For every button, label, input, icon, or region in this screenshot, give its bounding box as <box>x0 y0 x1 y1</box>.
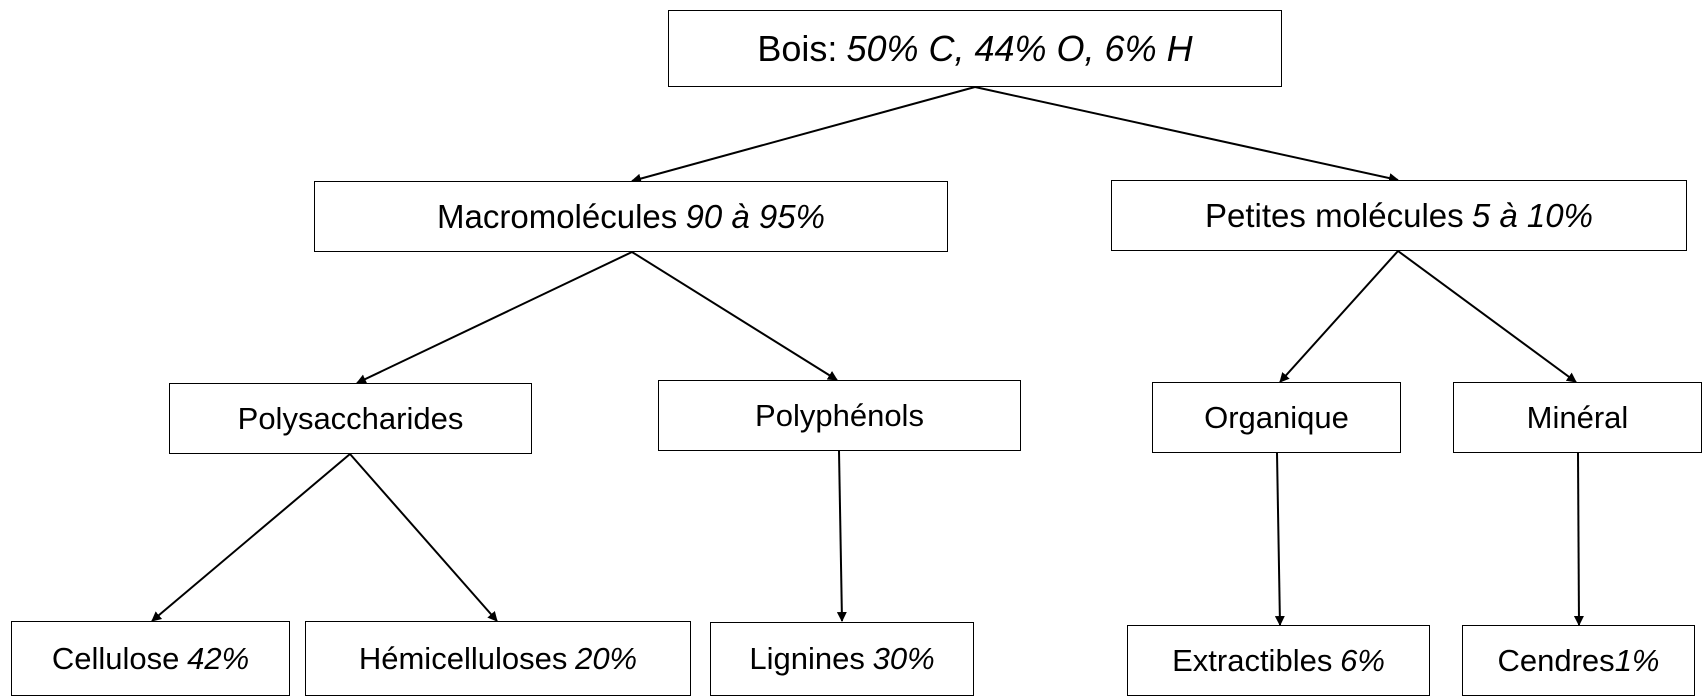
node-label: Macromolécules <box>437 197 678 235</box>
node-detail: 1% <box>1614 642 1660 678</box>
node-detail: 90 à 95% <box>685 197 825 235</box>
node: Extractibles 6% <box>1127 625 1430 696</box>
arrow <box>1397 250 1577 383</box>
arrow <box>836 450 847 622</box>
arrow <box>974 86 1399 183</box>
node-detail: 50% C, 44% O, 6% H <box>846 27 1193 69</box>
node-label: Cendres <box>1497 642 1615 678</box>
node-detail: 42% <box>187 640 250 676</box>
node: Polyphénols <box>658 380 1021 451</box>
node: Cendres 1% <box>1462 625 1695 696</box>
node: Lignines 30% <box>710 622 974 696</box>
node-detail: 30% <box>872 641 935 676</box>
node-label: Hémicelluloses <box>358 640 568 676</box>
node-label: Petites molécules <box>1205 196 1464 234</box>
node-detail: 20% <box>575 640 638 676</box>
node-detail: 5 à 10% <box>1471 196 1593 234</box>
arrow <box>631 251 838 381</box>
arrow <box>356 251 633 384</box>
node-label: Minéral <box>1526 399 1629 435</box>
node: Macromolécules 90 à 95% <box>314 181 948 252</box>
arrow <box>1279 250 1399 383</box>
node: Organique <box>1152 382 1401 453</box>
arrow <box>349 453 498 622</box>
node-label: Polysaccharides <box>237 400 464 436</box>
arrow <box>631 86 976 184</box>
node-label: Cellulose <box>51 640 180 676</box>
node-label: Lignines <box>749 641 865 676</box>
node: Hémicelluloses 20% <box>305 621 691 696</box>
node: Bois: 50% C, 44% O, 6% H <box>668 10 1282 87</box>
node: Minéral <box>1453 382 1702 453</box>
node-label: Organique <box>1204 399 1349 435</box>
node-detail: 6% <box>1340 642 1385 678</box>
arrow <box>1274 452 1285 626</box>
node-label: Extractibles <box>1172 642 1333 678</box>
node-label: Bois: <box>757 27 838 69</box>
arrow <box>1573 452 1584 626</box>
node: Polysaccharides <box>169 383 532 454</box>
node-label: Polyphénols <box>755 397 924 433</box>
node: Petites molécules 5 à 10% <box>1111 180 1687 251</box>
arrow <box>151 453 351 622</box>
node: Cellulose 42% <box>11 621 290 696</box>
